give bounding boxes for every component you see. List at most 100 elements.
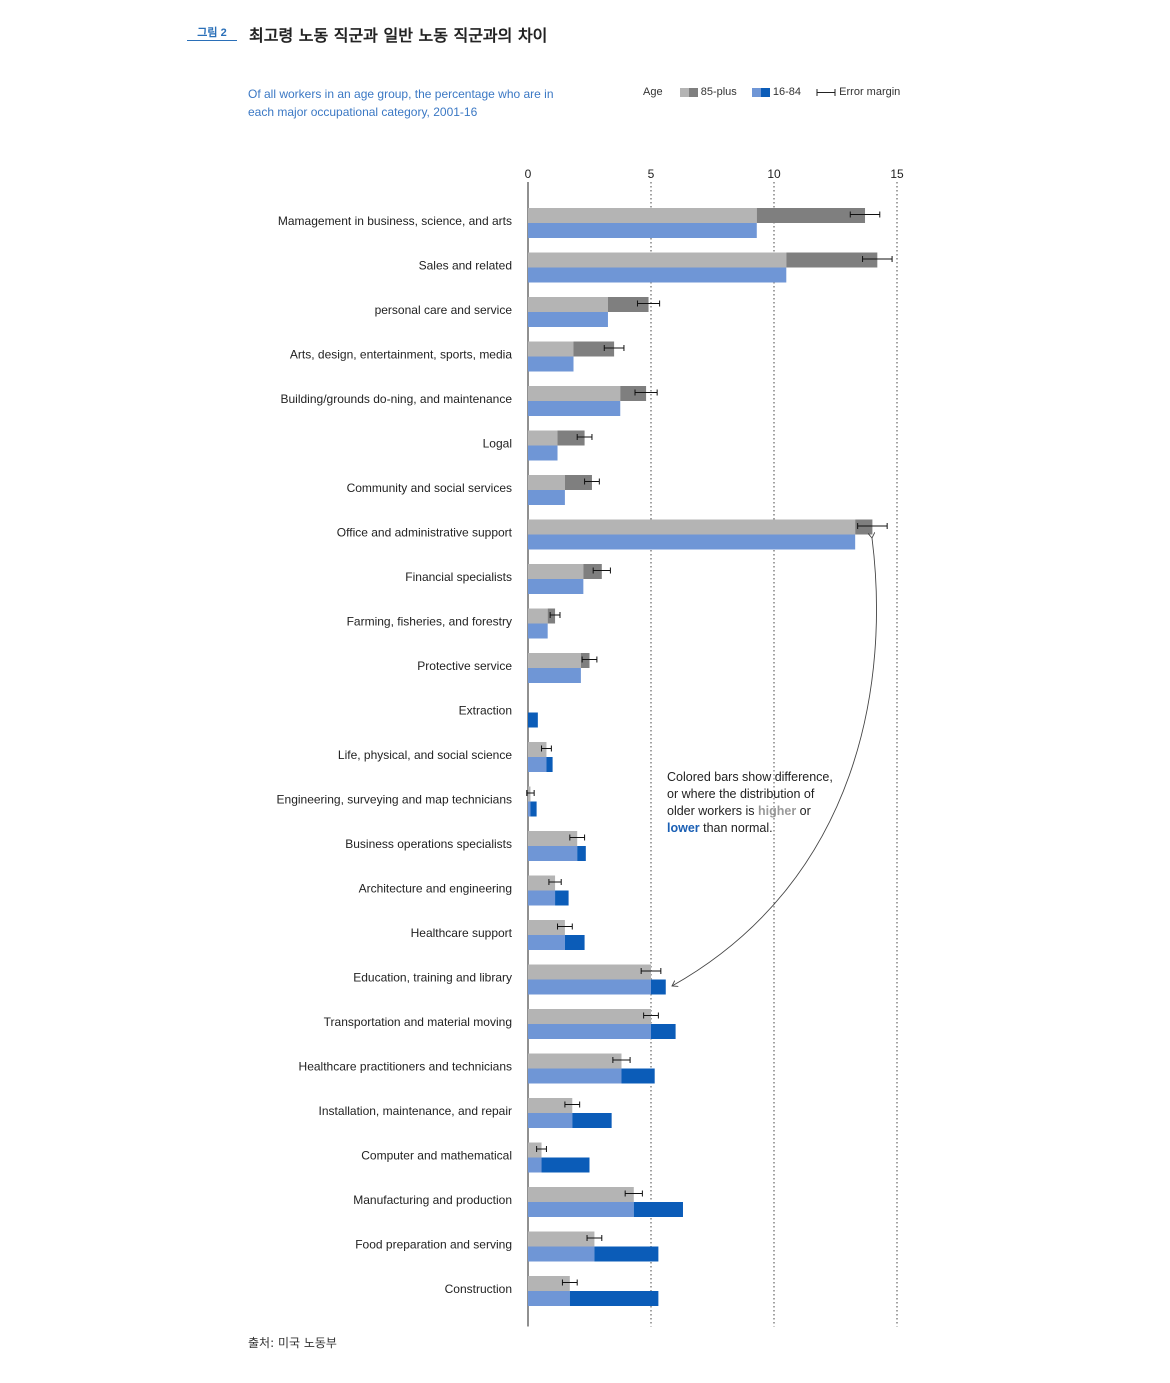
category-label: Manufacturing and production — [353, 1193, 512, 1207]
annotation-line2: or where the distribution of — [667, 787, 815, 801]
annotation-higher: higher — [758, 804, 797, 818]
legend-swatch-85plus-light — [679, 87, 689, 97]
category-label: Engineering, surveying and map technicia… — [277, 793, 512, 807]
bar-1684-difference — [530, 801, 537, 817]
legend-label-1684: 16-84 — [772, 86, 802, 99]
annotation-arrow — [672, 538, 877, 986]
error-margin-icon — [816, 88, 836, 96]
bar-85plus-difference — [547, 608, 556, 624]
category-label: Construction — [445, 1282, 512, 1296]
bar-1684-base — [528, 312, 608, 327]
legend-label-error: Error margin — [839, 86, 901, 99]
bar-85plus-base — [528, 519, 856, 535]
bar-1684-base — [528, 846, 578, 861]
bar-1684-base — [528, 356, 574, 372]
bar-85plus-base — [528, 297, 608, 312]
annotation-line1: Colored bars show difference, — [667, 770, 833, 784]
x-tick-label-5: 5 — [648, 167, 655, 181]
bar-85plus-base — [528, 1098, 573, 1113]
bar-1684-base — [528, 979, 651, 995]
category-label: Protective service — [417, 659, 512, 673]
bar-1684-difference — [651, 979, 666, 995]
bar-85plus-base — [528, 252, 787, 268]
bar-85plus-base — [528, 653, 581, 668]
category-label: Building/grounds do-ning, and maintenanc… — [281, 392, 513, 406]
bar-85plus-base — [528, 208, 757, 223]
bar-85plus-base — [528, 430, 558, 446]
bar-1684-base — [528, 890, 556, 906]
x-tick-label-10: 10 — [767, 167, 781, 181]
bar-1684-difference — [555, 890, 569, 906]
bar-85plus-base — [528, 831, 578, 846]
bar-1684-difference — [633, 1202, 683, 1217]
bar-85plus-difference — [855, 519, 873, 535]
bar-1684-base — [528, 267, 787, 283]
category-label: Arts, design, entertainment, sports, med… — [290, 348, 512, 362]
bar-85plus-base — [528, 386, 621, 401]
bar-85plus-base — [528, 1053, 622, 1069]
bar-1684-base — [528, 935, 565, 950]
category-label: Financial specialists — [405, 570, 512, 584]
chart-annotation: Colored bars show difference, or where t… — [667, 769, 867, 837]
category-label: Business operations specialists — [345, 837, 512, 851]
category-label: Transportation and material moving — [324, 1015, 512, 1029]
bar-1684-base — [528, 1157, 542, 1173]
legend-swatch-1684-light — [751, 87, 761, 97]
bar-85plus-difference — [583, 564, 602, 579]
bar-85plus-base — [528, 1231, 595, 1247]
bar-1684-base — [528, 1246, 595, 1262]
bar-85plus-difference — [756, 208, 866, 223]
bar-85plus-base — [528, 742, 547, 757]
category-label: Extraction — [459, 704, 512, 718]
x-tick-label-0: 0 — [525, 167, 532, 181]
bar-85plus-base — [528, 341, 574, 357]
category-label: Sales and related — [419, 259, 512, 273]
bar-1684-difference — [528, 712, 538, 728]
legend-swatch-85plus-dark — [688, 87, 698, 97]
bar-85plus-base — [528, 875, 556, 891]
bar-85plus-base — [528, 1187, 634, 1202]
category-label: Logal — [483, 437, 512, 451]
bar-1684-base — [528, 401, 621, 416]
bar-85plus-difference — [557, 430, 585, 446]
bar-1684-base — [528, 534, 856, 550]
annotation-line3b: or — [796, 804, 811, 818]
bar-1684-difference — [546, 757, 553, 772]
bar-1684-difference — [621, 1068, 655, 1084]
bar-85plus-base — [528, 1009, 651, 1024]
bar-1684-base — [528, 1202, 634, 1217]
category-label: Healthcare support — [411, 926, 513, 940]
bar-85plus-base — [528, 786, 531, 802]
bar-1684-base — [528, 223, 757, 238]
bar-1684-difference — [577, 846, 586, 861]
category-label: Healthcare practitioners and technicians — [299, 1060, 512, 1074]
bar-1684-difference — [572, 1113, 612, 1128]
category-label: Mamagement in business, science, and art… — [278, 214, 512, 228]
category-label: Community and social services — [347, 481, 512, 495]
legend-label-85plus: 85-plus — [700, 86, 737, 99]
bar-1684-base — [528, 668, 581, 683]
annotation-line4b: than normal. — [699, 821, 773, 835]
chart-legend: Age 85-plus 16-84 Error margin — [643, 86, 900, 98]
bar-1684-base — [528, 579, 584, 594]
bar-1684-base — [528, 757, 547, 772]
category-label: Farming, fisheries, and forestry — [347, 615, 512, 629]
bar-85plus-difference — [786, 252, 878, 268]
category-label: Computer and mathematical — [361, 1149, 512, 1163]
annotation-lower: lower — [667, 821, 700, 835]
bar-85plus-base — [528, 920, 565, 935]
bar-1684-difference — [564, 935, 585, 950]
bar-1684-difference — [569, 1291, 659, 1306]
chart-subtitle: Of all workers in an age group, the perc… — [248, 87, 554, 119]
bar-85plus-difference — [573, 341, 615, 357]
bar-1684-base — [528, 801, 531, 817]
annotation-line3a: older workers is — [667, 804, 758, 818]
category-label: Installation, maintenance, and repair — [319, 1104, 512, 1118]
bar-1684-base — [528, 445, 558, 461]
legend-title: Age — [643, 86, 663, 99]
bars — [526, 208, 893, 1306]
bar-1684-base — [528, 1024, 651, 1039]
figure-tag: 그림 2 — [187, 26, 237, 41]
x-axis-ticks: 0 5 10 15 — [525, 167, 904, 181]
